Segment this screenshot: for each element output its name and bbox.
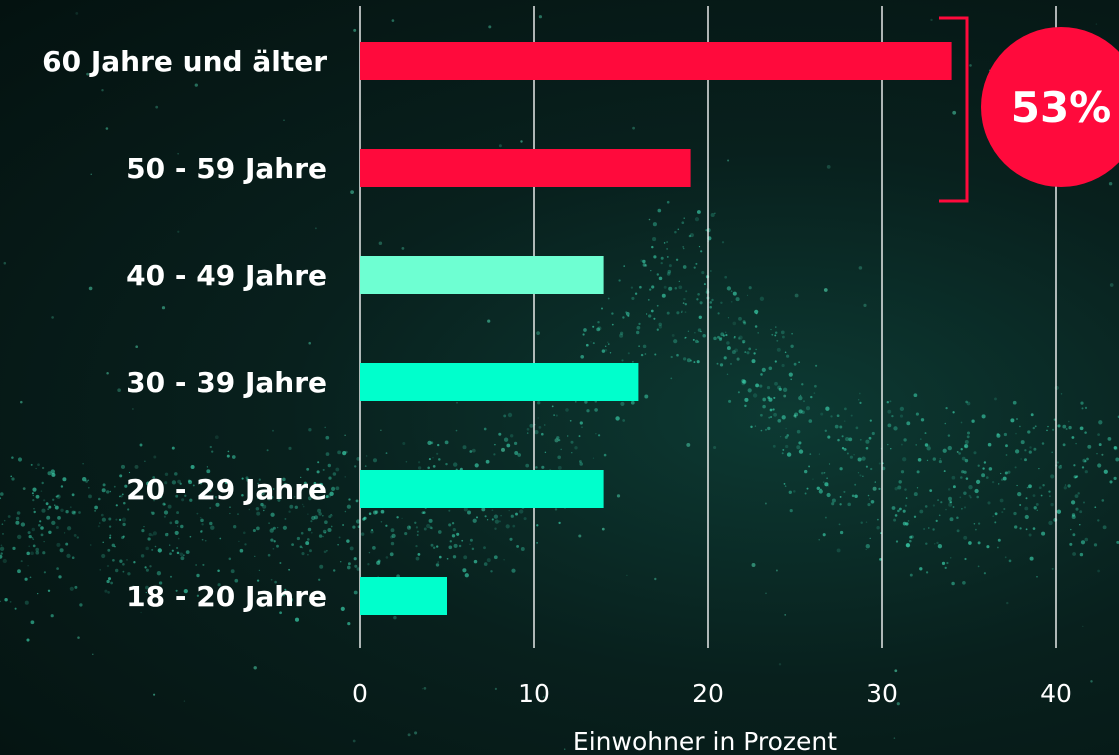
x-tick-label: 40: [1040, 679, 1072, 708]
annotation-badge-text: 53%: [1011, 83, 1112, 132]
category-label: 18 - 20 Jahre: [126, 580, 327, 613]
category-label: 20 - 29 Jahre: [126, 473, 327, 506]
bars: [360, 42, 952, 615]
category-labels: 60 Jahre und älter 50 - 59 Jahre 40 - 49 J…: [42, 45, 327, 613]
bar: [360, 149, 691, 187]
x-axis-title: Einwohner in Prozent: [573, 727, 837, 755]
category-label: 30 - 39 Jahre: [126, 366, 327, 399]
category-label: 60 Jahre und älter: [42, 45, 327, 78]
category-label: 40 - 49 Jahre: [126, 259, 327, 292]
bar: [360, 256, 604, 294]
percentage-annotation: 53%: [939, 18, 1119, 201]
bar: [360, 363, 638, 401]
x-tick-label: 10: [518, 679, 550, 708]
category-label: 50 - 59 Jahre: [126, 152, 327, 185]
vertical-gridlines: [360, 6, 1056, 648]
x-tick-label: 0: [352, 679, 368, 708]
x-tick-label: 20: [692, 679, 724, 708]
bar: [360, 42, 952, 80]
bar: [360, 470, 604, 508]
x-tick-label: 30: [866, 679, 898, 708]
x-tick-labels: 0 10 20 30 40: [352, 679, 1072, 708]
bar: [360, 577, 447, 615]
